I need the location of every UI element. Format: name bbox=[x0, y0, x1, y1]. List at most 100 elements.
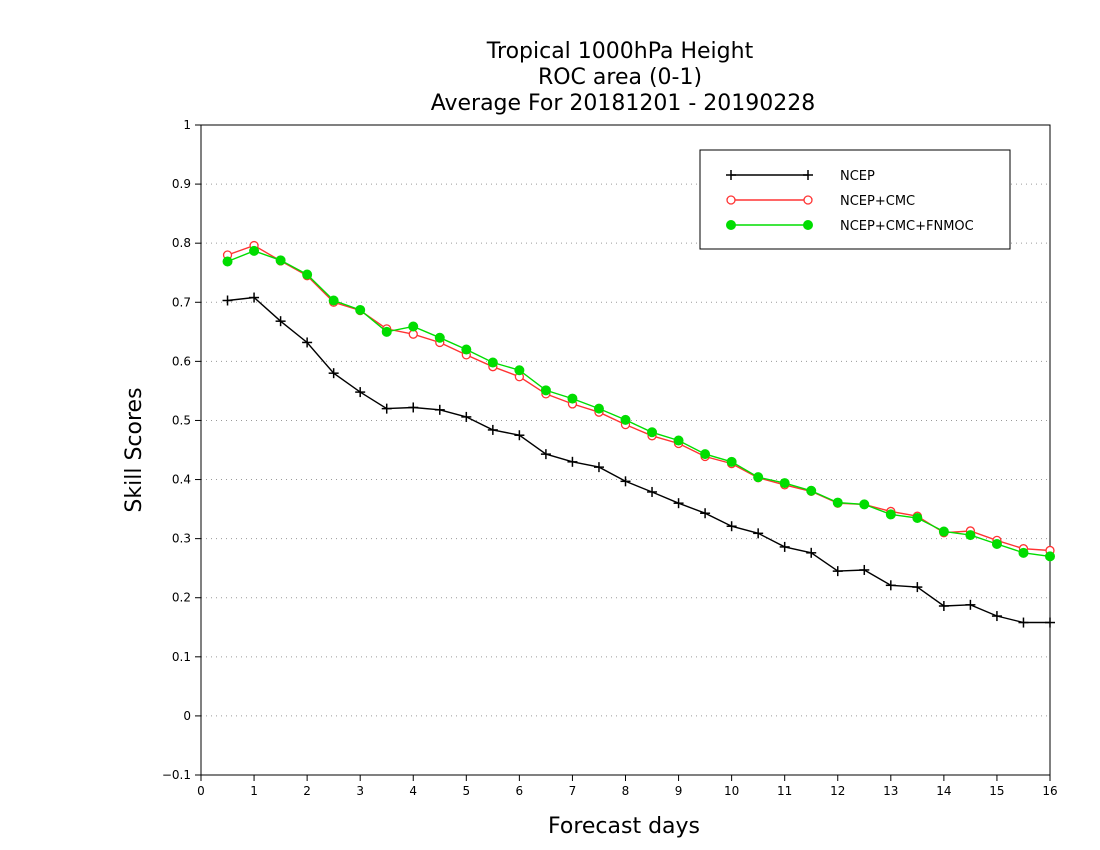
series-ncep-point bbox=[912, 582, 923, 593]
y-tick-label: 0.2 bbox=[172, 591, 191, 605]
x-tick-label: 4 bbox=[409, 784, 417, 798]
series-ncep-point bbox=[700, 508, 711, 519]
y-tick-label: 0.9 bbox=[172, 177, 191, 191]
series-ncep-cmc-fnmoc-point bbox=[753, 472, 764, 483]
legend-ncep-start-point bbox=[726, 170, 736, 180]
y-tick-label: −0.1 bbox=[162, 768, 191, 782]
series-ncep-point bbox=[779, 541, 790, 552]
series-ncep-point bbox=[832, 566, 843, 577]
series-ncep-point bbox=[302, 337, 313, 348]
series-ncep-cmc-fnmoc-point bbox=[726, 456, 737, 467]
series-ncep-cmc-fnmoc-point bbox=[700, 449, 711, 460]
x-tick-label: 10 bbox=[724, 784, 739, 798]
series-ncep-cmc-fnmoc-point bbox=[355, 304, 366, 315]
series-ncep-cmc-fnmoc-point bbox=[673, 435, 684, 446]
legend-ncep-cmc-fnmoc: NCEP+CMC+FNMOC bbox=[726, 219, 974, 234]
series-ncep-point bbox=[434, 404, 445, 415]
x-tick-label: 7 bbox=[569, 784, 577, 798]
series-ncep-point bbox=[593, 462, 604, 473]
series-ncep-point bbox=[965, 599, 976, 610]
x-tick-label: 1 bbox=[250, 784, 258, 798]
series-ncep-point bbox=[461, 411, 472, 422]
y-tick-label: 0.7 bbox=[172, 295, 191, 309]
legend-ncep-cmc-start-point bbox=[726, 195, 736, 205]
series-ncep-point bbox=[355, 387, 366, 398]
series-ncep-point bbox=[938, 601, 949, 611]
series-ncep-cmc-fnmoc-point bbox=[302, 269, 313, 280]
series-ncep-point bbox=[991, 611, 1002, 622]
series-ncep-point bbox=[567, 456, 578, 467]
series-ncep-cmc-fnmoc-point bbox=[1018, 547, 1029, 558]
legend-ncep-cmc-end-point bbox=[803, 195, 813, 205]
x-axis-label: Forecast days bbox=[548, 814, 700, 839]
series-ncep-point bbox=[1018, 617, 1029, 628]
legend: NCEP NCEP+CMC NCEP+CMC+FNMOC bbox=[699, 149, 1011, 250]
series-ncep-cmc-fnmoc-point bbox=[487, 357, 498, 368]
title-line-1: Tropical 1000hPa Height bbox=[486, 39, 754, 64]
series-ncep-point bbox=[408, 402, 419, 413]
x-tick-label: 11 bbox=[777, 784, 792, 798]
legend-ncep-cmc-fnmoc-end-point bbox=[803, 220, 813, 230]
x-tick-label: 0 bbox=[197, 784, 205, 798]
series-ncep-point bbox=[540, 449, 551, 460]
series-ncep-cmc-fnmoc-point bbox=[328, 295, 339, 306]
y-axis-ticks: −0.1 0 0.1 0.2 0.3 0.4 0.5 0.6 0.7 0.8 0.9 1 bbox=[162, 118, 201, 782]
x-axis-ticks: 0 1 2 3 4 5 6 7 8 9 10 11 12 13 14 15 16 bbox=[197, 775, 1058, 798]
title-line-3: Average For 20181201 - 20190228 bbox=[431, 91, 816, 116]
series-ncep-cmc-fnmoc-point bbox=[647, 427, 658, 438]
y-tick-label: 0.8 bbox=[172, 236, 191, 250]
x-tick-label: 8 bbox=[622, 784, 630, 798]
x-tick-label: 14 bbox=[936, 784, 951, 798]
series-ncep-point bbox=[726, 521, 737, 532]
y-tick-label: 0.4 bbox=[172, 473, 191, 487]
series-ncep-cmc-fnmoc-point bbox=[965, 530, 976, 541]
x-tick-label: 6 bbox=[516, 784, 524, 798]
legend-ncep-cmc-fnmoc-label: NCEP+CMC+FNMOC bbox=[840, 219, 974, 234]
series-ncep-cmc-fnmoc bbox=[222, 245, 1055, 562]
legend-ncep-cmc-label: NCEP+CMC bbox=[840, 194, 915, 209]
series-ncep-cmc-fnmoc-point bbox=[540, 385, 551, 396]
x-tick-label: 2 bbox=[303, 784, 311, 798]
series-ncep-point bbox=[514, 430, 525, 441]
series-ncep-point bbox=[647, 486, 658, 497]
series-ncep-point bbox=[885, 580, 896, 591]
legend-ncep-cmc-fnmoc-start-point bbox=[726, 220, 736, 230]
series-ncep-cmc-fnmoc-point bbox=[514, 365, 525, 376]
legend-ncep-cmc: NCEP+CMC bbox=[726, 194, 915, 209]
series-ncep-cmc-fnmoc-point bbox=[806, 485, 817, 496]
y-tick-label: 1 bbox=[183, 118, 191, 132]
series-ncep-cmc-fnmoc-point bbox=[859, 499, 870, 510]
series-ncep-point bbox=[673, 498, 684, 509]
series-ncep-point bbox=[381, 403, 392, 414]
series-ncep bbox=[222, 292, 1055, 628]
y-tick-label: 0.1 bbox=[172, 650, 191, 664]
x-tick-label: 15 bbox=[989, 784, 1004, 798]
series-ncep-cmc-fnmoc-point bbox=[249, 245, 260, 256]
y-tick-label: 0.3 bbox=[172, 532, 191, 546]
x-tick-label: 5 bbox=[462, 784, 470, 798]
series-ncep-point bbox=[487, 424, 498, 435]
series-ncep-point bbox=[222, 295, 233, 306]
data-series bbox=[222, 240, 1055, 628]
series-ncep-point bbox=[249, 292, 260, 303]
series-ncep-point bbox=[1045, 617, 1055, 628]
series-ncep-cmc-fnmoc-point bbox=[381, 326, 392, 337]
y-tick-label: 0.6 bbox=[172, 354, 191, 368]
series-ncep-cmc-fnmoc-point bbox=[620, 414, 631, 425]
series-ncep-point bbox=[806, 547, 817, 558]
series-ncep-cmc-fnmoc-point bbox=[885, 509, 896, 520]
chart-title: Tropical 1000hPa Height ROC area (0-1) A… bbox=[431, 39, 816, 116]
x-tick-label: 9 bbox=[675, 784, 683, 798]
series-ncep-cmc-fnmoc-point bbox=[991, 538, 1002, 549]
series-ncep-point bbox=[275, 316, 286, 327]
legend-ncep: NCEP bbox=[726, 169, 875, 184]
series-ncep-cmc-fnmoc-point bbox=[222, 256, 233, 267]
series-ncep-cmc-fnmoc-point bbox=[912, 512, 923, 523]
series-ncep-cmc-fnmoc-point bbox=[408, 321, 419, 332]
legend-ncep-label: NCEP bbox=[840, 169, 875, 184]
title-line-2: ROC area (0-1) bbox=[538, 65, 702, 90]
x-tick-label: 13 bbox=[883, 784, 898, 798]
x-tick-label: 12 bbox=[830, 784, 845, 798]
